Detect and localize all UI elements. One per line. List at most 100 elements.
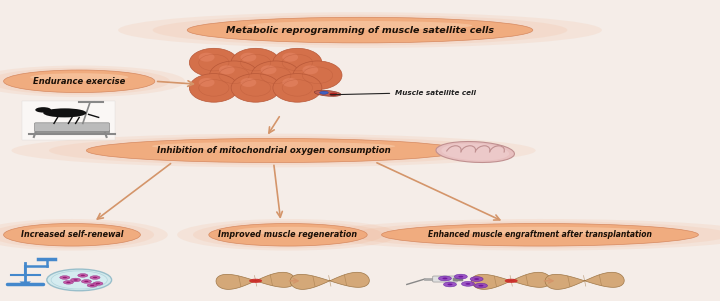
Ellipse shape bbox=[78, 274, 88, 277]
Ellipse shape bbox=[273, 74, 322, 102]
Ellipse shape bbox=[470, 277, 483, 281]
Text: Inhibition of mitochondrial oxygen consumption: Inhibition of mitochondrial oxygen consu… bbox=[157, 146, 390, 155]
Ellipse shape bbox=[87, 284, 97, 287]
Ellipse shape bbox=[4, 70, 155, 93]
Ellipse shape bbox=[261, 65, 276, 74]
Ellipse shape bbox=[454, 274, 467, 279]
Ellipse shape bbox=[118, 12, 602, 48]
Ellipse shape bbox=[81, 275, 85, 276]
Ellipse shape bbox=[320, 91, 328, 94]
Ellipse shape bbox=[71, 278, 81, 282]
Ellipse shape bbox=[27, 227, 117, 235]
Ellipse shape bbox=[240, 78, 256, 87]
Ellipse shape bbox=[86, 138, 461, 163]
Ellipse shape bbox=[60, 276, 70, 279]
Ellipse shape bbox=[282, 53, 298, 62]
Ellipse shape bbox=[236, 227, 340, 235]
Ellipse shape bbox=[30, 73, 128, 81]
Ellipse shape bbox=[231, 74, 280, 102]
Ellipse shape bbox=[0, 68, 170, 95]
Ellipse shape bbox=[210, 61, 258, 90]
Ellipse shape bbox=[436, 141, 514, 163]
Polygon shape bbox=[472, 272, 551, 289]
Ellipse shape bbox=[219, 65, 235, 74]
Ellipse shape bbox=[12, 134, 536, 167]
Ellipse shape bbox=[187, 17, 533, 43]
Ellipse shape bbox=[153, 15, 567, 45]
Ellipse shape bbox=[86, 138, 461, 163]
Ellipse shape bbox=[209, 223, 367, 246]
Ellipse shape bbox=[193, 221, 383, 248]
Polygon shape bbox=[290, 272, 369, 289]
Ellipse shape bbox=[51, 271, 107, 289]
Ellipse shape bbox=[43, 108, 86, 117]
Ellipse shape bbox=[90, 285, 94, 286]
Ellipse shape bbox=[474, 283, 487, 288]
Ellipse shape bbox=[231, 48, 280, 77]
Ellipse shape bbox=[302, 65, 318, 74]
Ellipse shape bbox=[282, 78, 298, 87]
Ellipse shape bbox=[93, 277, 97, 278]
Ellipse shape bbox=[441, 144, 509, 160]
Ellipse shape bbox=[466, 283, 471, 285]
Ellipse shape bbox=[459, 276, 464, 278]
Ellipse shape bbox=[63, 277, 67, 278]
Ellipse shape bbox=[4, 223, 140, 246]
Ellipse shape bbox=[35, 107, 51, 113]
Ellipse shape bbox=[479, 285, 484, 287]
Ellipse shape bbox=[189, 48, 238, 77]
Ellipse shape bbox=[0, 221, 154, 248]
Ellipse shape bbox=[84, 281, 89, 282]
Polygon shape bbox=[545, 272, 624, 289]
Ellipse shape bbox=[209, 223, 367, 246]
Ellipse shape bbox=[462, 281, 474, 286]
Ellipse shape bbox=[382, 223, 698, 246]
Ellipse shape bbox=[248, 21, 472, 30]
Ellipse shape bbox=[96, 283, 100, 284]
Ellipse shape bbox=[438, 276, 451, 281]
Ellipse shape bbox=[474, 278, 480, 280]
Ellipse shape bbox=[273, 48, 322, 77]
Ellipse shape bbox=[315, 90, 341, 96]
Ellipse shape bbox=[0, 219, 168, 250]
Ellipse shape bbox=[189, 74, 238, 102]
Text: Metabolic reprogramming of muscle satellite cells: Metabolic reprogramming of muscle satell… bbox=[226, 26, 494, 35]
Ellipse shape bbox=[90, 276, 100, 279]
Text: Endurance exercise: Endurance exercise bbox=[33, 77, 125, 86]
Ellipse shape bbox=[318, 219, 720, 250]
Ellipse shape bbox=[152, 142, 395, 150]
Ellipse shape bbox=[73, 279, 78, 281]
Text: Increased self-renewal: Increased self-renewal bbox=[21, 230, 123, 239]
Ellipse shape bbox=[350, 221, 720, 248]
Ellipse shape bbox=[0, 66, 185, 97]
Ellipse shape bbox=[442, 278, 448, 279]
Ellipse shape bbox=[177, 219, 399, 250]
Ellipse shape bbox=[93, 282, 103, 285]
Ellipse shape bbox=[47, 269, 112, 291]
Polygon shape bbox=[216, 272, 295, 289]
Text: Muscle satellite cell: Muscle satellite cell bbox=[395, 90, 476, 96]
Ellipse shape bbox=[199, 53, 215, 62]
Ellipse shape bbox=[63, 281, 73, 284]
Ellipse shape bbox=[4, 223, 140, 246]
Ellipse shape bbox=[505, 279, 518, 283]
Ellipse shape bbox=[249, 279, 262, 283]
Ellipse shape bbox=[187, 17, 533, 43]
Ellipse shape bbox=[382, 223, 698, 246]
Ellipse shape bbox=[437, 227, 643, 235]
Ellipse shape bbox=[49, 136, 498, 165]
Polygon shape bbox=[19, 281, 31, 284]
Ellipse shape bbox=[4, 70, 155, 93]
Text: Improved muscle regeneration: Improved muscle regeneration bbox=[218, 230, 358, 239]
Ellipse shape bbox=[66, 282, 71, 283]
Ellipse shape bbox=[81, 280, 91, 283]
Ellipse shape bbox=[240, 53, 256, 62]
Ellipse shape bbox=[293, 61, 342, 90]
Ellipse shape bbox=[330, 93, 337, 95]
Ellipse shape bbox=[251, 61, 300, 90]
FancyBboxPatch shape bbox=[35, 123, 109, 132]
FancyBboxPatch shape bbox=[433, 276, 457, 282]
Ellipse shape bbox=[448, 284, 452, 285]
Ellipse shape bbox=[444, 282, 456, 287]
Ellipse shape bbox=[199, 78, 215, 87]
